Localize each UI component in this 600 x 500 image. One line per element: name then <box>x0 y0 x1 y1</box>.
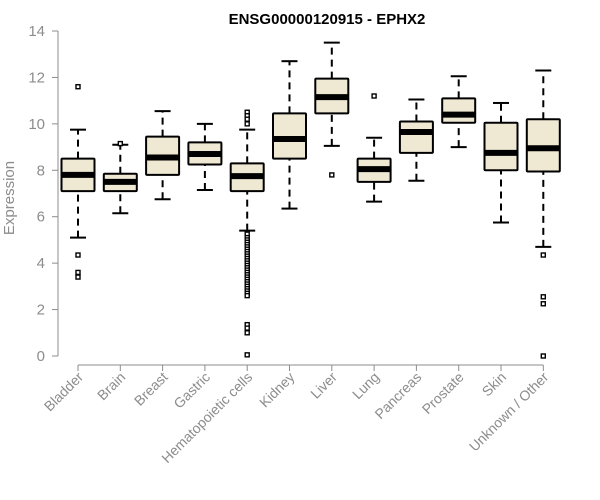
box-lung <box>356 93 392 203</box>
x-tick-label: Kidney <box>256 369 298 411</box>
box-kidney <box>272 60 307 210</box>
outlier-point <box>540 353 546 359</box>
outlier-point <box>75 269 81 276</box>
outlier-point <box>244 330 250 336</box>
x-tick-label: Unknown / Other <box>466 369 552 455</box>
iqr-box <box>441 97 477 124</box>
outlier-point <box>244 292 250 299</box>
y-tick-label: 2 <box>37 302 45 319</box>
outlier-point <box>540 294 546 300</box>
iqr-box <box>483 121 519 172</box>
outlier-point <box>117 140 124 147</box>
y-tick-label: 12 <box>28 69 45 86</box>
y-tick-label: 8 <box>37 162 45 179</box>
outlier-point <box>540 301 546 307</box>
outlier-point <box>75 84 81 90</box>
outlier-point <box>75 252 81 258</box>
y-tick-label: 6 <box>37 209 45 226</box>
boxes-group <box>60 41 561 359</box>
x-tick-label: Brain <box>94 369 128 403</box>
box-skin <box>483 101 519 224</box>
y-tick-label: 14 <box>28 23 45 40</box>
box-breast <box>145 110 181 201</box>
box-liver <box>314 41 350 178</box>
y-tick-label: 4 <box>37 255 45 272</box>
chart-title: ENSG00000120915 - EPHX2 <box>229 11 426 28</box>
outlier-point <box>540 252 546 258</box>
y-tick-label: 10 <box>28 116 45 133</box>
x-tick-label: Breast <box>131 369 171 409</box>
outlier-point <box>244 121 250 127</box>
outlier-point <box>244 116 250 122</box>
y-axis-label: Expression <box>1 161 18 235</box>
outlier-point <box>75 274 81 280</box>
box-bladder <box>60 84 96 280</box>
outlier-point <box>244 325 250 331</box>
x-tick-label: Lung <box>349 369 382 402</box>
x-tick-label: Skin <box>479 369 510 400</box>
iqr-box <box>398 120 434 154</box>
x-tick-label: Bladder <box>41 369 87 415</box>
y-axis: 0 2 4 6 8 10 12 14 <box>28 23 59 365</box>
y-tick-label: 0 <box>37 348 45 365</box>
box-prostate <box>441 75 477 149</box>
box-gastric <box>187 122 223 192</box>
outlier-point <box>329 172 335 178</box>
box-hematopoietic-cells <box>229 109 265 358</box>
outlier-point <box>244 352 250 358</box>
box-brain <box>102 140 138 215</box>
box-unknown-other <box>525 69 561 359</box>
box-pancreas <box>398 98 434 182</box>
x-tick-label: Prostate <box>419 369 467 417</box>
outlier-point <box>371 93 377 99</box>
x-tick-label: Pancreas <box>371 369 424 422</box>
x-tick-label: Liver <box>307 369 340 402</box>
